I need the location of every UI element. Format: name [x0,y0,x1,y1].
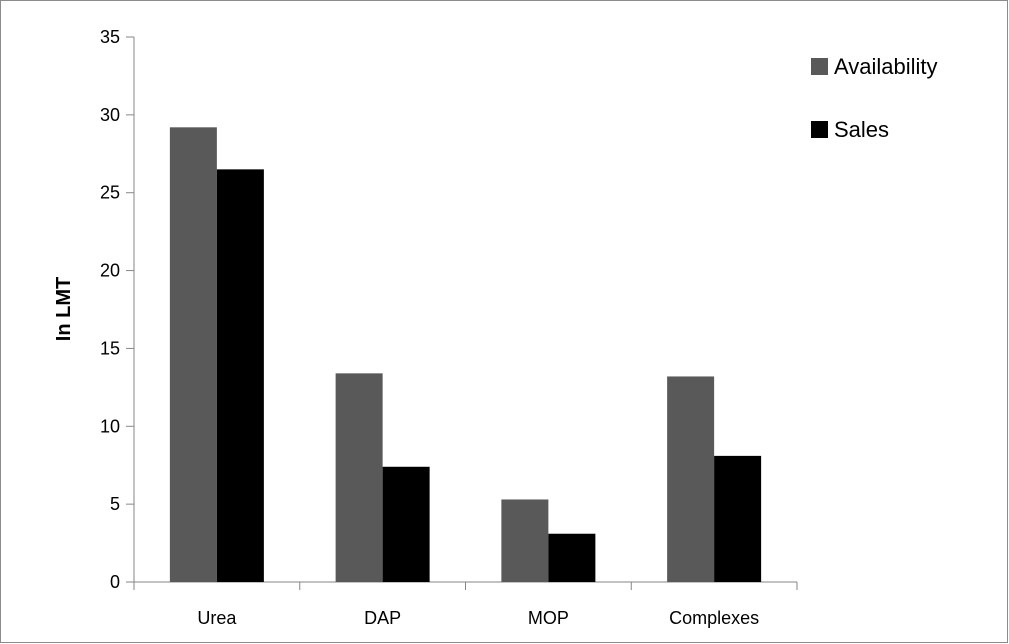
y-tick-label: 10 [100,416,120,436]
legend-swatch [811,121,828,138]
y-tick-label: 35 [100,27,120,47]
bar-sales-urea [216,169,264,582]
bar-sales-dap [382,466,430,582]
bar-sales-complexes [714,455,762,582]
y-axis: 0 5 10 15 20 25 30 35 [100,27,135,592]
bars [169,127,762,583]
x-category-label: Urea [197,608,237,628]
y-tick-label: 25 [100,183,120,203]
bar-sales-mop [548,533,596,582]
legend-label: Sales [834,117,889,142]
y-tick-label: 20 [100,261,120,281]
bar-availability-mop [501,499,549,582]
x-category-label: DAP [364,608,401,628]
x-category-label: Complexes [669,608,759,628]
y-tick-label: 0 [110,572,120,592]
bar-availability-urea [169,127,217,583]
legend: Availability Sales [811,54,938,142]
legend-label: Availability [834,54,938,79]
bar-availability-complexes [667,376,715,582]
legend-swatch [811,58,828,75]
y-tick-label: 5 [110,494,120,514]
y-tick-label: 30 [100,105,120,125]
y-tick-label: 15 [100,338,120,358]
y-axis-label: In LMT [53,277,75,341]
x-category-label: MOP [528,608,569,628]
bar-availability-dap [335,373,383,582]
